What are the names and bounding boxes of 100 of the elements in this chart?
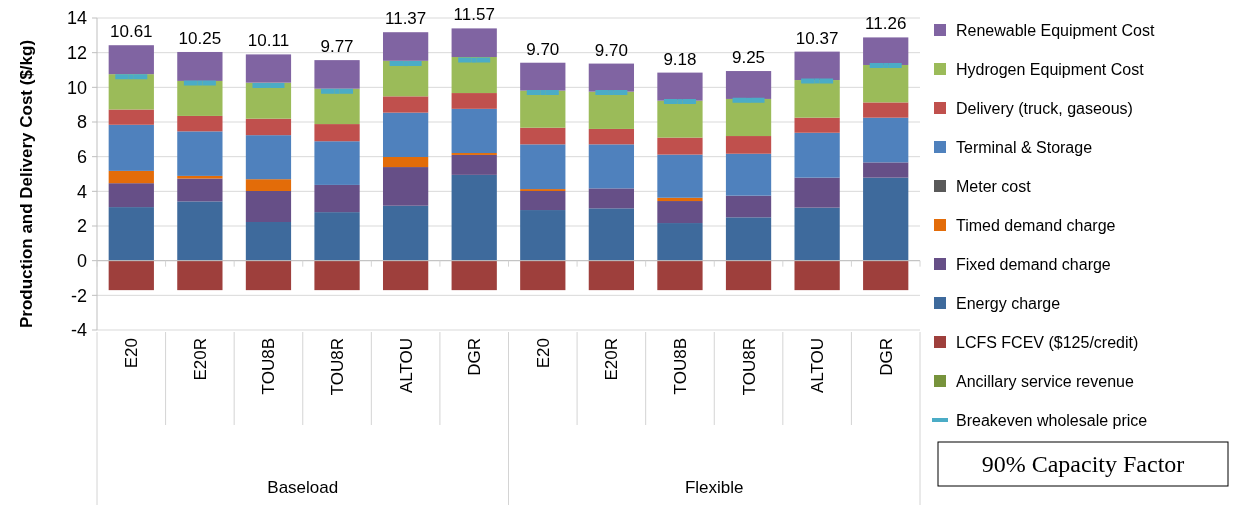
data-label: 11.37	[384, 9, 427, 29]
legend-label: Renewable Equipment Cost	[956, 21, 1155, 39]
bar	[863, 162, 909, 178]
y-tick-label: 12	[66, 42, 87, 63]
point	[746, 97, 752, 103]
bar	[794, 177, 840, 208]
x-tick-label: TOU8B	[259, 338, 279, 395]
data-label: 9.70	[526, 39, 560, 59]
bar	[177, 175, 223, 179]
bar	[451, 93, 497, 109]
x-tick-label: TOU8B	[670, 338, 690, 395]
data-label: 11.26	[865, 14, 907, 34]
point	[265, 82, 271, 88]
x-tick-label: DGR	[465, 338, 485, 376]
bar	[314, 88, 360, 125]
bar	[177, 178, 223, 202]
point	[677, 99, 683, 105]
data-label: 9.70	[594, 40, 628, 60]
legend-label: Energy charge	[956, 294, 1061, 312]
bar	[657, 154, 703, 198]
legend-label: Ancillary service revenue	[956, 372, 1134, 390]
point	[540, 90, 546, 96]
x-tick-label: ALTOU	[396, 338, 416, 394]
bar	[725, 195, 772, 218]
x-tick-label: E20R	[602, 338, 622, 381]
bar	[657, 100, 703, 138]
bar	[657, 260, 703, 291]
point	[883, 62, 889, 68]
legend-label: Fixed demand charge	[956, 255, 1111, 273]
data-label: 10.37	[795, 28, 839, 48]
bar	[520, 127, 566, 145]
legend-label: Hydrogen Equipment Cost	[956, 60, 1145, 78]
x-tick-label: ALTOU	[808, 338, 828, 394]
bar	[314, 124, 360, 142]
y-tick-label: 2	[76, 216, 87, 237]
point	[334, 88, 340, 94]
x-tick-label: E20	[533, 338, 553, 369]
bar	[382, 112, 429, 158]
x-tick-label: TOU8R	[328, 338, 348, 396]
text: Baseload	[267, 478, 339, 497]
bar	[108, 124, 154, 171]
bar	[794, 80, 840, 118]
data-label: 9.25	[731, 48, 766, 68]
bar	[863, 64, 909, 103]
bar	[382, 167, 429, 206]
legend-label: Delivery (truck, gaseous)	[956, 99, 1133, 117]
bar	[108, 260, 154, 291]
bar	[725, 153, 772, 196]
bar	[177, 201, 223, 261]
text: 90% Capacity Factor	[981, 451, 1185, 478]
data-label: 9.18	[663, 49, 697, 69]
bar	[794, 207, 840, 261]
bar	[382, 205, 429, 261]
y-tick-label: 4	[76, 181, 87, 202]
bar	[657, 137, 703, 155]
bar	[657, 223, 703, 261]
bar	[520, 90, 566, 128]
bar	[108, 74, 154, 110]
y-tick-label: 14	[66, 8, 87, 29]
bar	[245, 222, 292, 261]
bar	[382, 96, 429, 113]
y-tick-label: -2	[70, 285, 87, 306]
bar	[451, 174, 497, 261]
x-tick-label: DGR	[876, 338, 896, 376]
bar	[108, 207, 154, 261]
text: Flexible	[684, 478, 744, 497]
legend-label: Meter cost	[956, 177, 1032, 195]
x-tick-label: E20	[122, 338, 142, 369]
bar	[863, 102, 909, 118]
bar	[314, 141, 360, 185]
y-axis-title: Production and Delivery Cost ($/kg)	[17, 39, 36, 329]
bar	[314, 184, 360, 213]
bar	[520, 190, 566, 211]
bar	[108, 183, 154, 208]
bar	[794, 260, 840, 291]
bar	[725, 98, 772, 137]
bar	[520, 210, 566, 261]
x-tick-label: TOU8R	[739, 338, 759, 396]
legend-label: Terminal & Storage	[956, 138, 1093, 156]
bar	[382, 157, 429, 168]
data-label: 9.77	[320, 37, 354, 57]
bar	[108, 109, 154, 125]
bar	[314, 212, 360, 261]
bar	[314, 260, 360, 291]
bar	[451, 154, 497, 175]
bar	[245, 135, 292, 180]
y-tick-label: 6	[76, 146, 87, 167]
bar	[657, 197, 703, 202]
bar	[588, 128, 635, 145]
bar	[794, 117, 840, 133]
data-label: 10.25	[178, 28, 222, 48]
y-tick-label: 8	[76, 112, 87, 133]
data-label: 10.61	[110, 22, 153, 42]
bar	[245, 82, 292, 119]
bar	[863, 260, 909, 291]
bar	[588, 144, 635, 189]
legend-label: LCFS FCEV ($125/credit)	[956, 333, 1139, 351]
bar	[177, 131, 223, 176]
bar	[177, 115, 223, 132]
y-tick-label: 0	[76, 250, 87, 271]
